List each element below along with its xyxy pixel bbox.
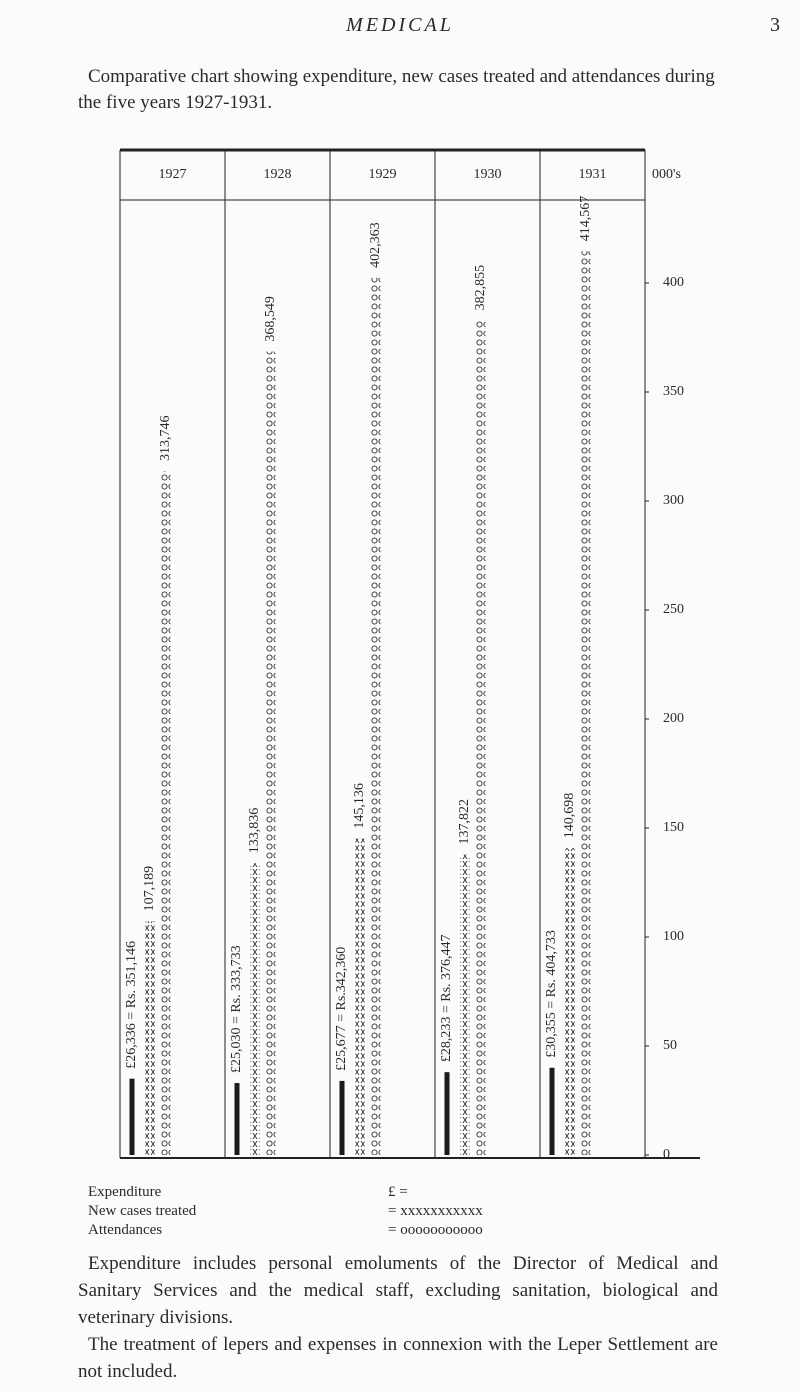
y-tick-label: 50 xyxy=(663,1038,677,1053)
legend-symbol: = xxxxxxxxxxx xyxy=(388,1203,483,1219)
annotation: £28,233 = Rs. 376,447 xyxy=(439,934,454,1062)
data-label: 137,822 xyxy=(457,799,472,845)
page-number: 3 xyxy=(770,14,780,36)
data-label: 140,698 xyxy=(562,793,577,839)
y-tick-label: 150 xyxy=(663,820,684,835)
bar xyxy=(234,1083,240,1155)
y-tick-label: 100 xyxy=(663,929,684,944)
data-label: 145,136 xyxy=(352,783,367,829)
annotation: £26,336 = Rs. 351,146 xyxy=(124,941,139,1069)
bar xyxy=(476,320,486,1155)
data-label: 368,549 xyxy=(263,296,278,342)
y-tick-label: 400 xyxy=(663,275,684,290)
x-tick-label: 1928 xyxy=(264,167,292,182)
data-label: 313,746 xyxy=(158,416,173,462)
bar xyxy=(460,854,470,1155)
bar xyxy=(161,471,171,1156)
x-tick-label: 1931 xyxy=(579,167,607,182)
annotation: £25,030 = Rs. 333,733 xyxy=(229,945,244,1073)
y-tick-label: 350 xyxy=(663,384,684,399)
data-label: 402,363 xyxy=(368,222,383,268)
legend: Expenditure £ = New cases treated = xxxxxxx… xyxy=(78,1183,718,1240)
data-label: 382,855 xyxy=(473,265,488,311)
x-tick-label: 1929 xyxy=(369,167,397,182)
y-tick-label: 300 xyxy=(663,493,684,508)
data-label: 414,567 xyxy=(578,196,593,242)
bar xyxy=(371,277,381,1156)
note: The treatment of lepers and expenses in … xyxy=(78,1334,718,1382)
annotation: £25,677 = Rs.342,360 xyxy=(334,947,349,1071)
chart: 000's 0 50 100 150 200 250 300 350 400 1927 £26,336… xyxy=(119,148,700,1162)
bar xyxy=(129,1078,135,1155)
data-label: 133,836 xyxy=(247,808,262,854)
bar xyxy=(565,848,575,1155)
y-tick-label: 0 xyxy=(663,1147,670,1162)
legend-symbol: £ = xyxy=(388,1184,408,1200)
bar xyxy=(145,921,155,1155)
notes: Expenditure includes personal emoluments… xyxy=(78,1250,718,1385)
bar xyxy=(444,1072,450,1155)
legend-entry: Attendances = ooooooooooo xyxy=(78,1221,718,1240)
bar xyxy=(339,1080,345,1155)
legend-name: Expenditure xyxy=(88,1184,162,1200)
bar xyxy=(549,1067,555,1155)
legend-name: New cases treated xyxy=(88,1203,197,1219)
y-axis-label: 000's xyxy=(652,167,681,182)
legend-entry: New cases treated = xxxxxxxxxxx xyxy=(78,1202,718,1221)
legend-name: Attendances xyxy=(88,1222,163,1238)
note: Expenditure includes personal emoluments… xyxy=(78,1253,718,1328)
y-tick-label: 250 xyxy=(663,602,684,617)
bar xyxy=(581,251,591,1155)
annotation: £30,355 = Rs. 404,733 xyxy=(544,930,559,1058)
running-title: MEDICAL xyxy=(346,14,454,36)
x-tick-label: 1930 xyxy=(474,167,502,182)
data-label: 107,189 xyxy=(142,866,157,912)
bar xyxy=(355,838,365,1155)
caption: Comparative chart showing expenditure, n… xyxy=(78,66,715,113)
x-tick-label: 1927 xyxy=(159,167,187,182)
legend-entry: Expenditure £ = xyxy=(78,1183,718,1202)
legend-symbol: = ooooooooooo xyxy=(388,1222,483,1238)
bar xyxy=(250,863,260,1155)
bar xyxy=(266,351,276,1155)
y-tick-label: 200 xyxy=(663,711,684,726)
